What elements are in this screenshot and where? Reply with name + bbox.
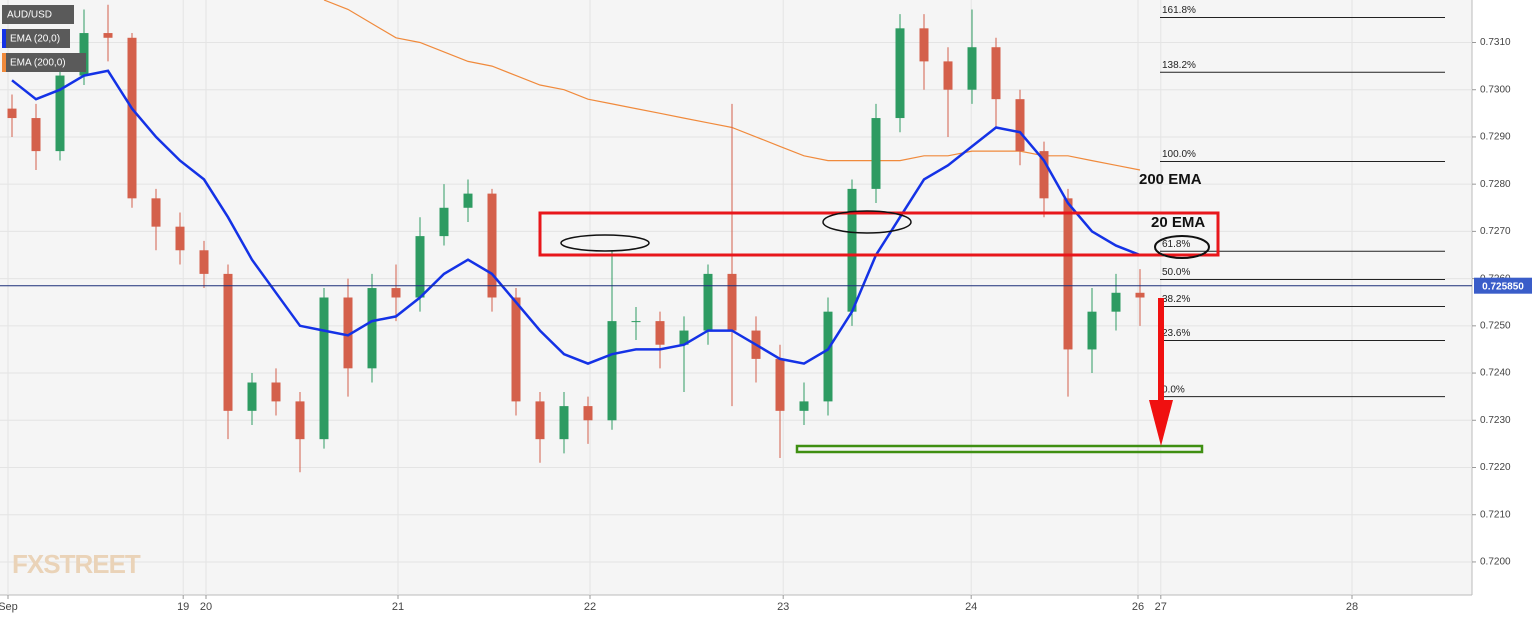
x-tick-label: 26 xyxy=(1132,601,1144,613)
candle-body xyxy=(799,401,809,411)
y-tick-label: 0.7310 xyxy=(1480,37,1511,48)
candle-body xyxy=(127,37,137,199)
legend-label: AUD/USD xyxy=(7,10,52,21)
watermark: FXSTREET xyxy=(12,549,141,579)
x-tick-label: 19 xyxy=(177,601,189,613)
candle-body xyxy=(247,382,257,411)
y-tick-label: 0.7250 xyxy=(1480,320,1511,331)
y-tick-label: 0.7230 xyxy=(1480,415,1511,426)
candle-body xyxy=(415,236,425,298)
price-label: 0.725850 xyxy=(1482,281,1524,292)
candle-body xyxy=(1135,292,1145,298)
fib-label: 38.2% xyxy=(1162,294,1190,305)
y-tick-label: 0.7200 xyxy=(1480,557,1511,568)
candle-body xyxy=(655,321,665,345)
candle-body xyxy=(103,33,113,38)
x-tick-label: 27 xyxy=(1155,601,1167,613)
candle-body xyxy=(439,207,449,237)
ema-line xyxy=(11,69,1141,365)
y-tick-label: 0.7290 xyxy=(1480,132,1511,143)
x-tick-label: 24 xyxy=(965,601,977,613)
candle-body xyxy=(967,47,977,90)
overlay: 161.8% 138.2% 100.0% 61.8% 50.0% 38.2% 23.6% 0.… xyxy=(1162,5,1196,395)
x-tick-label: 28 xyxy=(1346,601,1358,613)
marks xyxy=(0,0,1472,473)
candle-body xyxy=(991,47,1001,100)
annotation: 200 EMA xyxy=(1139,171,1202,188)
legend-box xyxy=(2,5,74,24)
candle-body xyxy=(487,193,497,298)
legend-swatch xyxy=(2,53,6,72)
x-tick-label: 20 xyxy=(200,601,212,613)
x-tick-label: 23 xyxy=(777,601,789,613)
candle-body xyxy=(943,61,953,90)
x-tick-label: 21 xyxy=(392,601,404,613)
price-box xyxy=(1474,277,1532,294)
candle-body xyxy=(559,406,569,440)
highlight-ellipse xyxy=(560,234,650,252)
candle-body xyxy=(871,118,881,189)
candle-body xyxy=(7,108,17,119)
candle-body xyxy=(391,288,401,298)
legend-swatch xyxy=(2,29,6,48)
candle-body xyxy=(151,198,161,227)
candle-body xyxy=(895,28,905,119)
highlight-ellipse xyxy=(1154,235,1210,259)
annotation: 20 EMA xyxy=(1151,214,1205,231)
x-tick-label: 22 xyxy=(584,601,596,613)
candle-body xyxy=(847,188,857,312)
candle-body xyxy=(775,358,785,411)
candle-body xyxy=(1039,151,1049,199)
resistance-zone xyxy=(538,211,1220,257)
fib-label: 100.0% xyxy=(1162,149,1196,160)
fib-label: 138.2% xyxy=(1162,60,1196,71)
target-zone xyxy=(795,444,1204,454)
arrow-head xyxy=(1149,400,1173,446)
candle-body xyxy=(631,321,641,323)
candle-body xyxy=(1087,311,1097,350)
candle-body xyxy=(463,193,473,208)
fib-label: 0.0% xyxy=(1162,384,1185,395)
candle-body xyxy=(175,226,185,251)
y-tick-label: 0.7280 xyxy=(1480,179,1511,190)
candle-body xyxy=(511,297,521,402)
candle-body xyxy=(919,28,929,62)
legend-label: EMA (20,0) xyxy=(10,34,60,45)
x-tick-label: Sep xyxy=(0,601,18,613)
candle-body xyxy=(55,75,65,152)
candle-body xyxy=(223,273,233,411)
legend-box xyxy=(2,53,86,72)
candle-body xyxy=(343,297,353,369)
y-tick-label: 0.7300 xyxy=(1480,84,1511,95)
y-tick-label: 0.7240 xyxy=(1480,368,1511,379)
candle-body xyxy=(583,406,593,421)
fib-label: 61.8% xyxy=(1162,239,1190,250)
highlight-ellipse xyxy=(822,210,912,234)
candle-body xyxy=(679,330,689,345)
y-tick-label: 0.7220 xyxy=(1480,462,1511,473)
legend-box xyxy=(2,29,70,48)
candle-body xyxy=(703,273,713,331)
candle-body xyxy=(823,311,833,402)
candle-body xyxy=(271,382,281,402)
candle-body xyxy=(319,297,329,440)
fib-label: 161.8% xyxy=(1162,5,1196,16)
fib-label: 23.6% xyxy=(1162,328,1190,339)
y-tick-label: 0.7210 xyxy=(1480,509,1511,520)
legend-label: EMA (200,0) xyxy=(10,58,66,69)
candle-body xyxy=(727,273,737,331)
candle-body xyxy=(31,118,41,152)
y-tick-label: 0.7270 xyxy=(1480,226,1511,237)
legend: AUD/USD EMA (20,0) EMA (200,0) xyxy=(2,5,86,72)
candle-body xyxy=(1063,198,1073,350)
candle-body xyxy=(607,321,617,421)
fib-label: 50.0% xyxy=(1162,267,1190,278)
candle-body xyxy=(199,250,209,274)
candle-body xyxy=(295,401,305,440)
candle-body xyxy=(1015,99,1025,152)
candle-body xyxy=(367,288,377,369)
candle-body xyxy=(1111,292,1121,312)
candle-body xyxy=(535,401,545,440)
